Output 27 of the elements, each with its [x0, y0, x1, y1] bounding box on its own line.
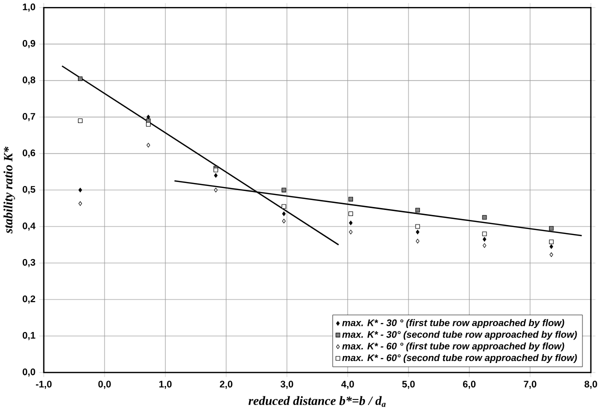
- legend-label: max. K* - 30 ° (first tube row approached by flow): [342, 318, 564, 328]
- x-axis-title: reduced distance b*=b / d$_{a}$: [248, 396, 386, 407]
- x-tick-label: 3,0: [280, 380, 294, 389]
- legend-label: max. K* - 60° (second tube row approached by flow): [342, 354, 577, 363]
- y-tick-label: 0,2: [22, 295, 36, 304]
- y-tick-label: 0,5: [22, 186, 36, 194]
- x-tick-label: 8,0: [584, 380, 598, 389]
- y-tick-label: 0,1: [22, 332, 36, 340]
- y-tick-label: 0,8: [22, 76, 36, 84]
- legend-label: max. K* - 30° (second tube row approached by flow): [342, 330, 577, 340]
- x-tick-label: 1,0: [159, 380, 172, 389]
- y-tick-label: 0,4: [22, 222, 36, 230]
- x-tick-label: 0,0: [98, 380, 111, 389]
- y-tick-label: 0,3: [22, 258, 36, 267]
- x-tick-label: 7,0: [524, 380, 536, 389]
- y-tick-label: 0,9: [22, 40, 36, 48]
- y-tick-label: 0,6: [22, 149, 36, 158]
- y-tick-label: 1,0: [22, 3, 36, 12]
- x-tick-label: 2,0: [220, 380, 232, 389]
- x-tick-label: 5,0: [402, 380, 415, 389]
- y-tick-label: 0,7: [22, 112, 36, 121]
- legend-label: max. K* - 60 ° (first tube row approached by flow): [342, 342, 564, 352]
- x-tick-label: 6,0: [463, 380, 476, 389]
- y-tick-label: 0,0: [22, 368, 36, 376]
- y-axis-title: stability ratio K*: [4, 146, 16, 234]
- x-tick-label: -1,0: [36, 380, 52, 389]
- x-tick-label: 4,0: [341, 380, 354, 389]
